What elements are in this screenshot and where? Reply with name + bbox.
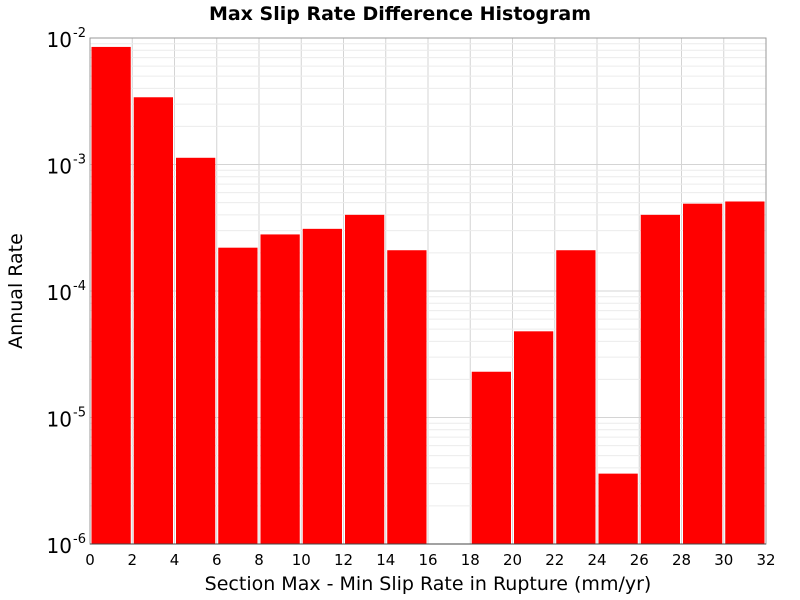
bar-bin-1 [133, 97, 173, 544]
y-tick-exponent: -6 [73, 532, 86, 547]
x-tick-label: 8 [254, 551, 264, 569]
y-tick-labels: 10-610-510-410-310-2 [47, 26, 86, 558]
bar-bin-11 [556, 250, 596, 544]
x-tick-label: 26 [630, 551, 649, 569]
y-tick-label: 10 -4 [47, 279, 86, 305]
x-tick-label: 14 [376, 551, 395, 569]
y-axis-label: Annual Rate [5, 233, 27, 349]
x-tick-label: 12 [334, 551, 353, 569]
bar-bin-4 [260, 234, 300, 544]
bar-bin-5 [302, 228, 342, 544]
chart-title: Max Slip Rate Difference Histogram [209, 3, 591, 25]
y-tick-label: 10 -5 [47, 406, 86, 432]
y-tick-exponent: -2 [73, 26, 86, 41]
bar-bin-14 [683, 203, 723, 545]
y-tick-exponent: -5 [73, 406, 86, 421]
x-tick-label: 16 [418, 551, 437, 569]
bar-bin-15 [725, 201, 765, 544]
x-tick-label: 2 [127, 551, 137, 569]
y-tick-label: 10 -3 [47, 153, 86, 179]
bar-bin-12 [598, 473, 638, 544]
bar-bin-2 [176, 157, 216, 544]
x-tick-label: 24 [587, 551, 606, 569]
bar-bin-10 [514, 331, 554, 544]
y-tick-exponent: -4 [73, 279, 86, 294]
x-tick-label: 32 [756, 551, 775, 569]
x-tick-label: 0 [85, 551, 95, 569]
y-tick-base: 10 [47, 28, 72, 52]
x-tick-label: 22 [545, 551, 564, 569]
y-tick-label: 10 -2 [47, 26, 86, 52]
bar-bin-3 [218, 247, 258, 544]
x-tick-label: 10 [292, 551, 311, 569]
x-tick-labels: 0 2 4 6 8 10 12 14 16 18 20 22 24 26 28 30 32 [85, 551, 775, 569]
y-tick-base: 10 [47, 155, 72, 179]
bar-bin-7 [387, 250, 427, 544]
x-axis-label: Section Max - Min Slip Rate in Rupture (… [205, 573, 652, 595]
y-tick-base: 10 [47, 408, 72, 432]
bars [91, 46, 765, 545]
x-tick-label: 18 [461, 551, 480, 569]
bar-bin-6 [345, 214, 385, 544]
y-tick-base: 10 [47, 281, 72, 305]
x-tick-label: 28 [672, 551, 691, 569]
y-tick-base: 10 [47, 534, 72, 558]
bar-bin-0 [91, 46, 131, 545]
bar-bin-9 [471, 371, 511, 544]
y-tick-exponent: -3 [73, 153, 86, 168]
x-tick-label: 6 [212, 551, 222, 569]
x-tick-label: 4 [170, 551, 180, 569]
bar-bin-13 [640, 214, 680, 544]
y-tick-label: 10 -6 [47, 532, 86, 558]
x-tick-label: 30 [714, 551, 733, 569]
x-tick-label: 20 [503, 551, 522, 569]
